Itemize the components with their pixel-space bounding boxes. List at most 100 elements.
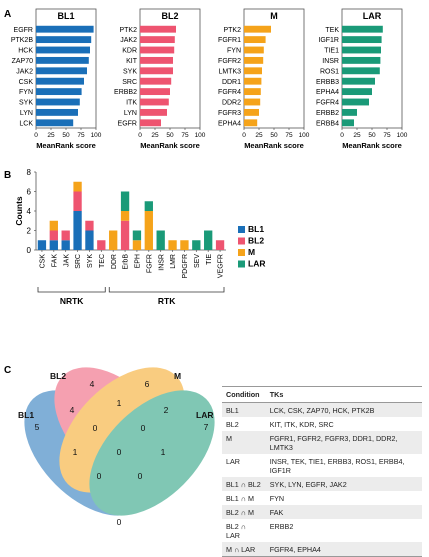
bar-bl2-itk bbox=[140, 98, 169, 106]
x-tick-label: 25 bbox=[353, 132, 361, 139]
condition-cell: BL1 ∩ M bbox=[226, 493, 254, 503]
stacked-bar-src-bl2 bbox=[73, 191, 82, 211]
table-row: M ∩ LAR FGFR4, EPHA4 bbox=[222, 542, 422, 557]
category-label-m: LMTK3 bbox=[218, 68, 241, 75]
category-label-bl1: FYN bbox=[19, 89, 33, 96]
stacked-bar-sev-lar bbox=[192, 240, 201, 250]
bar-lar-epha4 bbox=[342, 88, 372, 96]
tks-cell: SYK, LYN, EGFR, JAK2 bbox=[265, 477, 422, 491]
group-label-nrtk: NRTK bbox=[60, 296, 84, 306]
category-label: FGFR bbox=[146, 254, 153, 273]
x-axis-title-m: MeanRank score bbox=[244, 141, 304, 150]
stacked-bar-fak-bl2 bbox=[49, 230, 58, 241]
bar-lar-tie1 bbox=[342, 46, 381, 54]
condition-cell: LAR bbox=[226, 456, 240, 466]
category-label-m: DDR2 bbox=[222, 100, 241, 107]
bar-bl2-src bbox=[140, 77, 172, 85]
category-label: JAK bbox=[63, 254, 70, 267]
tks-cell: INSR, TEK, TIE1, ERBB3, ROS1, ERBB4, IGF… bbox=[269, 456, 405, 475]
bar-lar-tek bbox=[342, 25, 383, 33]
x-tick-label: 75 bbox=[181, 132, 189, 139]
x-axis-title-lar: MeanRank score bbox=[342, 141, 402, 150]
table-row: BL2 ∩ LAR ERBB2 bbox=[222, 519, 422, 542]
tks-cell: FYN bbox=[269, 493, 285, 503]
category-label-bl2: SRC bbox=[122, 79, 137, 86]
bar-m-ddr2 bbox=[244, 98, 261, 106]
stacked-bar-syk-bl2 bbox=[85, 220, 94, 231]
bar-bl1-zap70 bbox=[36, 56, 89, 64]
chart-title-bl2: BL2 bbox=[161, 11, 178, 21]
category-label-lar: ERBB2 bbox=[316, 110, 339, 117]
category-label-bl1: PTK2B bbox=[11, 37, 34, 44]
stacked-bar-tie-lar bbox=[204, 230, 213, 250]
table-row: LAR INSR, TEK, TIE1, ERBB3, ROS1, ERBB4, … bbox=[222, 454, 422, 477]
group-label-rtk: RTK bbox=[158, 296, 176, 306]
table-row: BL1 ∩ M FYN bbox=[222, 491, 422, 505]
bar-lar-fgfr4 bbox=[342, 98, 369, 106]
category-label: TIE bbox=[206, 254, 213, 265]
x-tick-label: 100 bbox=[397, 132, 408, 139]
table-row: BL1 ∩ BL2 SYK, LYN, EGFR, JAK2 bbox=[222, 477, 422, 491]
category-label-lar: INSR bbox=[322, 58, 339, 65]
category-label-bl1: LCK bbox=[19, 120, 33, 127]
x-tick-label: 50 bbox=[62, 132, 70, 139]
y-tick-label: 0 bbox=[27, 246, 32, 255]
x-axis-title-bl1: MeanRank score bbox=[36, 141, 96, 150]
tk-condition-table: Condition TKs BL1 LCK, CSK, ZAP70, HCK, P… bbox=[222, 386, 422, 557]
bar-lar-erbb3 bbox=[342, 77, 375, 85]
x-tick-label: 100 bbox=[299, 132, 310, 139]
tks-cell: LCK, CSK, ZAP70, HCK, PTK2B bbox=[265, 402, 422, 417]
bar-lar-erbb4 bbox=[342, 119, 354, 127]
legend-label-lar: LAR bbox=[248, 259, 265, 269]
category-label-bl1: JAK2 bbox=[16, 68, 33, 75]
category-label-bl2: KDR bbox=[122, 48, 137, 55]
bar-bl2-kit bbox=[140, 56, 173, 64]
table-row: BL2 KIT, ITK, KDR, SRC bbox=[222, 417, 422, 431]
bar-m-fyn bbox=[244, 46, 264, 54]
chart-title-lar: LAR bbox=[363, 11, 382, 21]
stacked-bar-erbb-m bbox=[120, 211, 130, 221]
bar-bl2-ptk2 bbox=[140, 25, 176, 33]
category-label-bl1: EGFR bbox=[14, 27, 33, 34]
stacked-bar-erbb-bl2 bbox=[120, 220, 130, 250]
bar-m-fgfr4 bbox=[244, 88, 261, 96]
x-tick-label: 25 bbox=[255, 132, 263, 139]
x-tick-label: 25 bbox=[151, 132, 159, 139]
tks-cell: FGFR1, FGFR2, FGFR3, DDR1, DDR2, LMTK3 bbox=[265, 431, 422, 454]
category-label: INSR bbox=[158, 254, 165, 271]
bar-lar-erbb2 bbox=[342, 108, 357, 116]
venn-count-bl1-m: 1 bbox=[73, 447, 78, 457]
category-label-bl2: ERBB2 bbox=[114, 89, 137, 96]
stacked-bar-jak-bl2 bbox=[61, 230, 70, 241]
y-tick-label: 4 bbox=[27, 207, 32, 216]
bar-m-fgfr2 bbox=[244, 56, 264, 64]
bar-bl1-fyn bbox=[36, 88, 82, 96]
stacked-bar-ddr-m bbox=[109, 230, 118, 250]
group-bracket-nrtk bbox=[37, 287, 106, 293]
stacked-bar-pdgfr-m bbox=[180, 240, 189, 250]
bar-bl2-jak2 bbox=[140, 36, 175, 44]
bar-lar-ros1 bbox=[342, 67, 380, 75]
x-tick-label: 0 bbox=[242, 132, 246, 139]
x-tick-label: 50 bbox=[166, 132, 174, 139]
bar-chart-m: M EPHA4 FGFR3 DDR2 FGFR4 DDR1 LMTK3 FGFR2 FYN FGF… bbox=[218, 8, 310, 150]
bar-m-fgfr3 bbox=[244, 108, 259, 116]
category-label: LMR bbox=[170, 254, 177, 269]
legend-label-bl2: BL2 bbox=[248, 236, 264, 246]
stacked-bar-insr-lar bbox=[156, 230, 165, 250]
venn-count-bl1-bl2: 4 bbox=[70, 405, 75, 415]
category-label: VEGFR bbox=[218, 254, 225, 278]
chart-title-bl1: BL1 bbox=[57, 11, 74, 21]
category-label: CSK bbox=[40, 254, 47, 269]
legend-swatch-bl1 bbox=[238, 226, 245, 233]
venn-count-bl2-lar: 1 bbox=[161, 447, 166, 457]
panel-a-bar-charts: BL1LCKLYNSYKFYNCSKJAK2ZAP70HCKPTK2BEGFR0… bbox=[11, 8, 408, 150]
x-tick-label: 25 bbox=[47, 132, 55, 139]
table-row: BL2 ∩ M FAK bbox=[222, 505, 422, 519]
venn-set-label-bl1: BL1 bbox=[18, 410, 34, 420]
bar-bl1-lck bbox=[36, 119, 74, 127]
category-label: SRC bbox=[75, 254, 82, 269]
category-label-lar: ERBB3 bbox=[316, 79, 339, 86]
category-label-bl1: HCK bbox=[18, 48, 33, 55]
bar-bl2-syk bbox=[140, 67, 173, 75]
